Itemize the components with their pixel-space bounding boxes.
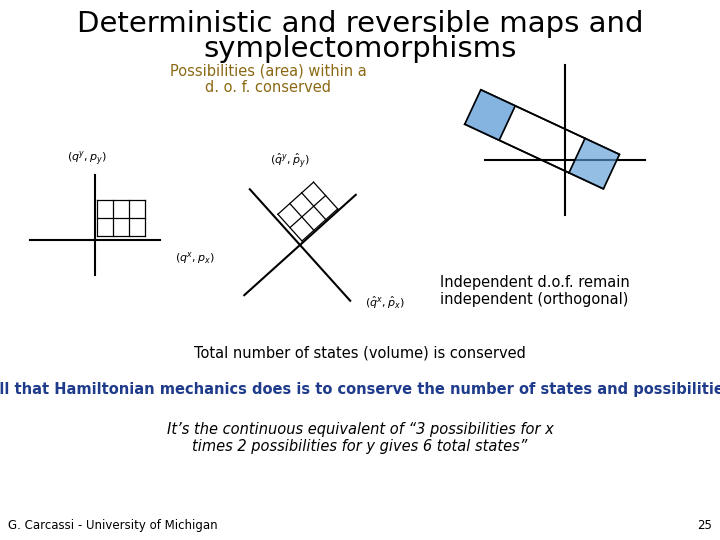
Text: Deterministic and reversible maps and: Deterministic and reversible maps and (77, 10, 643, 38)
Text: Possibilities (area) within a
d. o. f. conserved: Possibilities (area) within a d. o. f. c… (170, 63, 366, 96)
Text: $(q^x, p_x)$: $(q^x, p_x)$ (175, 250, 215, 266)
Polygon shape (464, 90, 516, 140)
Text: It’s the continuous equivalent of “3 possibilities for x
times 2 possibilities f: It’s the continuous equivalent of “3 pos… (166, 422, 554, 454)
Text: Independent d.o.f. remain
independent (orthogonal): Independent d.o.f. remain independent (o… (440, 275, 630, 307)
Text: Total number of states (volume) is conserved: Total number of states (volume) is conse… (194, 345, 526, 360)
Text: $(\hat{q}^y, \hat{p}_y)$: $(\hat{q}^y, \hat{p}_y)$ (270, 151, 310, 170)
Polygon shape (569, 138, 619, 189)
Text: All that Hamiltonian mechanics does is to conserve the number of states and poss: All that Hamiltonian mechanics does is t… (0, 382, 720, 397)
Text: 25: 25 (697, 519, 712, 532)
Text: G. Carcassi - University of Michigan: G. Carcassi - University of Michigan (8, 519, 217, 532)
Text: $(q^y, p_y)$: $(q^y, p_y)$ (67, 150, 107, 168)
Text: $(\hat{q}^x, \hat{p}_x)$: $(\hat{q}^x, \hat{p}_x)$ (365, 295, 405, 312)
Text: symplectomorphisms: symplectomorphisms (203, 35, 517, 63)
